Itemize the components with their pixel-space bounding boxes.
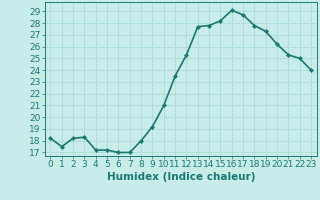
X-axis label: Humidex (Indice chaleur): Humidex (Indice chaleur)	[107, 172, 255, 182]
